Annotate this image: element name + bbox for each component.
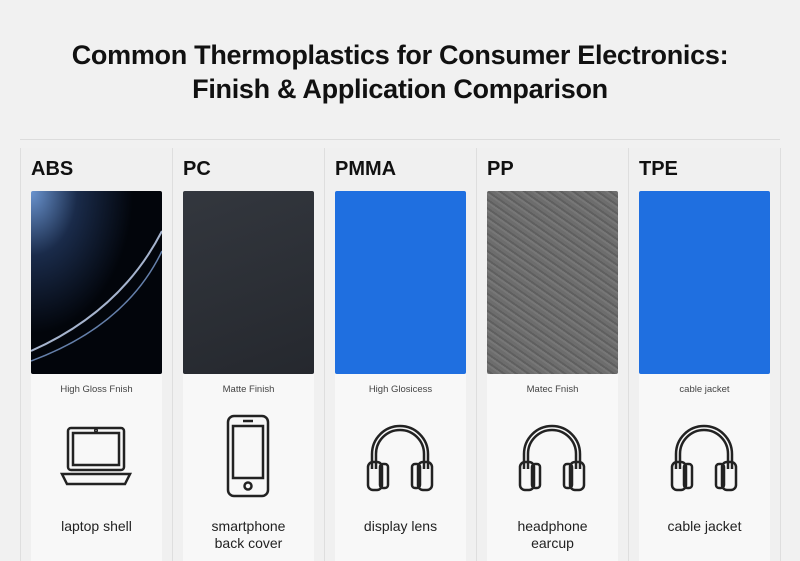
divider [20,139,780,140]
headphones-icon [360,414,440,499]
application-line-1: smartphone [211,518,286,534]
application-label: smartphone back cover [183,518,314,552]
application-line-2: earcup [531,535,574,551]
material-column-pc: PC Matte Finish smartphone back cover [172,148,324,561]
title-line-2: Finish & Application Comparison [192,74,608,104]
application-label: display lens [335,518,466,535]
application-card: Matec Fnish headphone earcup [487,374,618,561]
finish-swatch [639,191,770,374]
application-card: High Glosicess display lens [335,374,466,561]
laptop-icon [56,414,136,499]
application-label: cable jacket [639,518,770,535]
material-name: ABS [31,158,74,180]
material-column-tpe: TPE cable jacket cable jacket [628,148,781,561]
application-line-1: headphone [517,518,588,534]
finish-label: Matte Finish [222,384,275,395]
application-line-1: display lens [363,518,438,534]
material-name: PMMA [335,158,397,180]
finish-swatch [335,191,466,374]
finish-label: High Gloss Fnish [60,384,133,395]
material-column-pmma: PMMA High Glosicess display lens [324,148,476,561]
finish-swatch [487,191,618,374]
title-line-1: Common Thermoplastics for Consumer Elect… [71,40,729,70]
finish-swatch [183,191,314,374]
application-line-2: back cover [214,535,283,551]
material-name: TPE [639,158,678,180]
material-name: PP [487,158,514,180]
material-name: PC [183,158,211,180]
gloss-highlight [30,230,163,362]
page-title: Common Thermoplastics for Consumer Elect… [0,38,800,106]
headphones-icon [664,414,744,499]
finish-label: Matec Fnish [526,384,579,395]
application-label: headphone earcup [487,518,618,552]
application-card: Matte Finish smartphone back cover [183,374,314,561]
application-label: laptop shell [31,518,162,535]
material-column-abs: ABS High Gloss Fnish laptop shell [20,148,172,561]
material-column-pp: PP Matec Fnish headphone earcup [476,148,628,561]
application-card: High Gloss Fnish laptop shell [31,374,162,561]
application-line-1: cable jacket [667,518,742,534]
finish-label: High Glosicess [368,384,433,395]
finish-swatch [30,191,163,374]
smartphone-icon [208,414,288,499]
application-line-1: laptop shell [61,518,132,534]
application-card: cable jacket cable jacket [639,374,770,561]
finish-label: cable jacket [679,384,730,395]
headphones-icon [512,414,592,499]
